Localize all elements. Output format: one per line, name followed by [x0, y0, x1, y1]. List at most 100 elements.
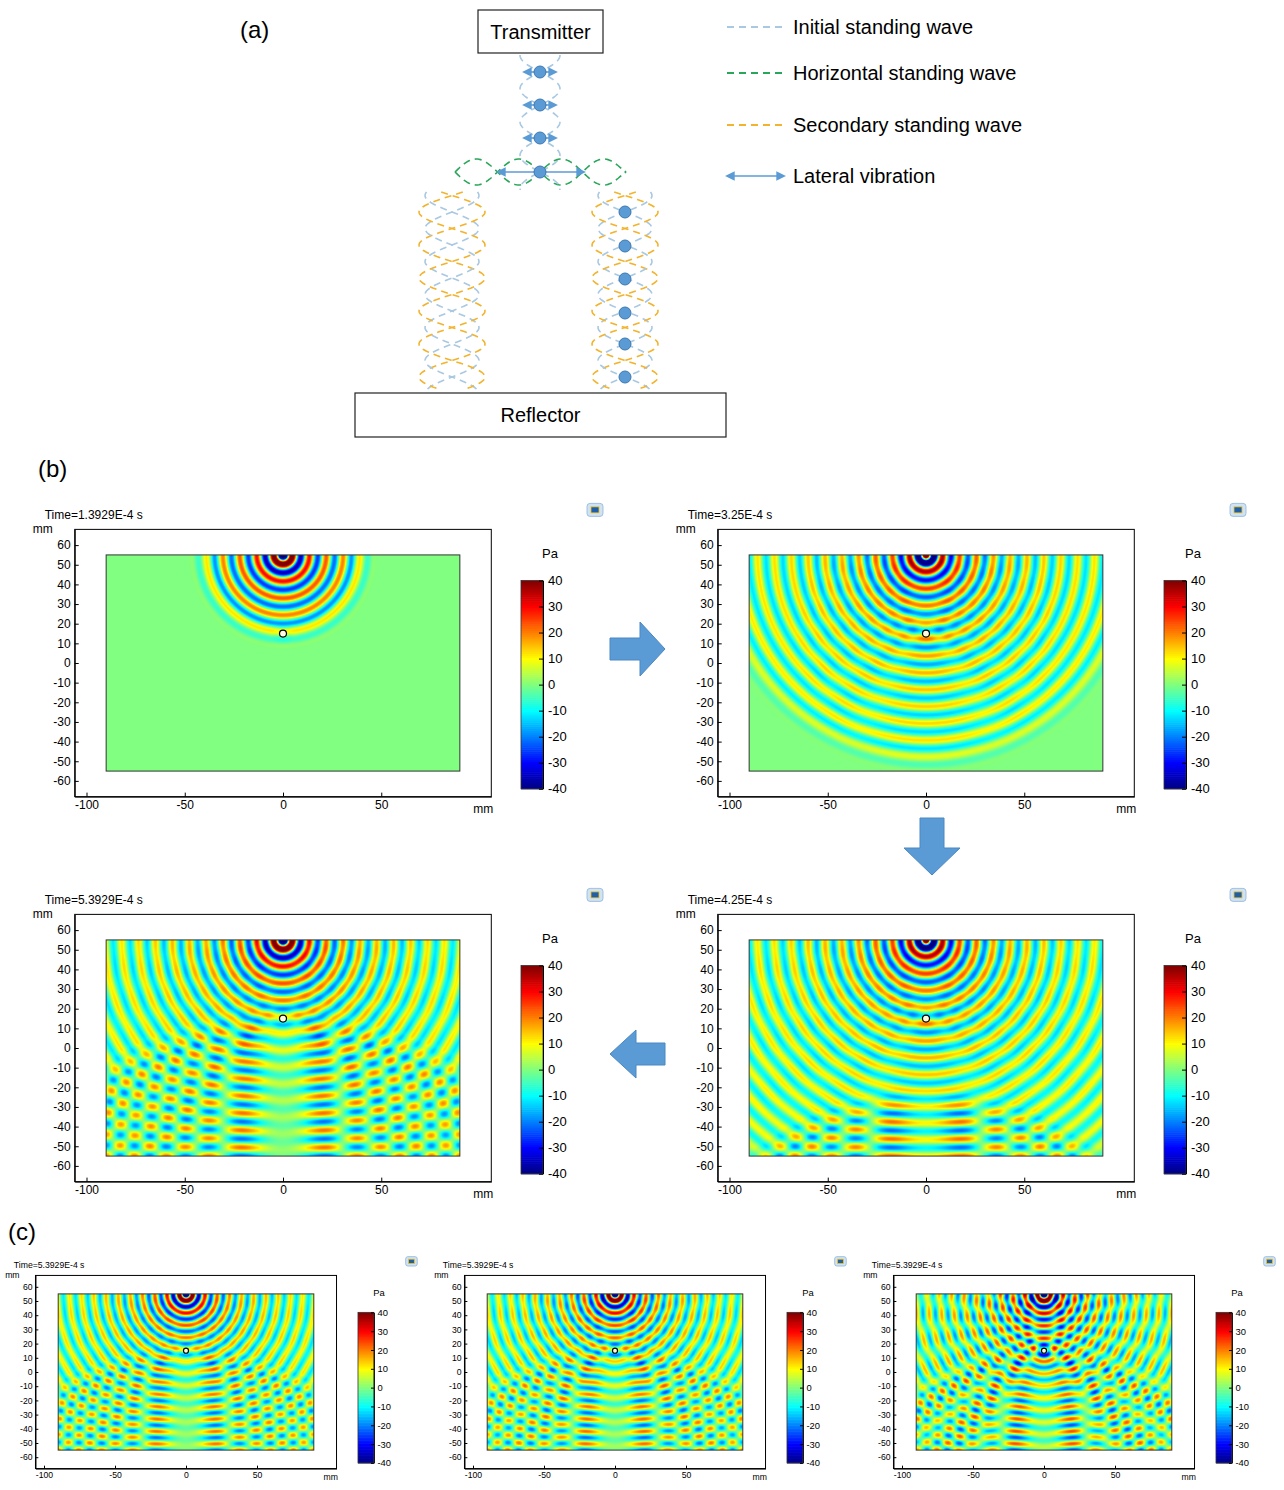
- x-axis-unit: mm: [753, 1472, 767, 1482]
- pressure-field: [106, 555, 460, 771]
- y-axis-tick-mark: [464, 1358, 467, 1359]
- y-axis-tick: 50: [881, 1296, 896, 1306]
- field-domain: [487, 1294, 743, 1450]
- y-axis-tick: -50: [696, 1140, 721, 1154]
- colorbar-axis-tick-label: -10: [548, 703, 567, 718]
- colorbar-axis-tick: -30: [539, 1140, 567, 1155]
- x-axis-tick: 0: [613, 1466, 618, 1480]
- y-axis-tick: 60: [700, 538, 721, 552]
- colorbar: -40-30-20-10010203040Pa: [1164, 546, 1210, 796]
- colorbar-axis-tick: 10: [1229, 1363, 1246, 1374]
- y-axis-tick-mark: [893, 1443, 896, 1444]
- y-axis-tick-label: -30: [53, 715, 71, 729]
- y-axis-tick: 10: [57, 1022, 78, 1036]
- x-axis-tick-mark: [686, 1466, 687, 1469]
- colorbar-axis-tick-label: -30: [807, 1439, 821, 1450]
- y-axis-tick-mark: [718, 643, 722, 644]
- y-axis-tick-label: 60: [57, 538, 71, 552]
- y-axis-tick-mark: [75, 1127, 79, 1128]
- colorbar-axis-tick-mark: [1182, 1018, 1186, 1019]
- colorbar-axis-tick-label: 30: [1191, 599, 1205, 614]
- transmitter-box: [478, 10, 603, 53]
- diagram: TransmitterReflectorInitial standing wav…: [355, 10, 1022, 437]
- x-axis: -100-50050: [75, 793, 492, 813]
- y-axis-unit: mm: [676, 522, 696, 536]
- secondary-standing-wave: [419, 192, 485, 390]
- y-axis-tick: 10: [452, 1353, 467, 1363]
- colorbar-axis-tick-label: 10: [1236, 1363, 1246, 1374]
- x-axis-tick-label: 50: [375, 798, 389, 812]
- colorbar-axis-tick-mark: [371, 1350, 374, 1351]
- colorbar-axis-tick-label: 20: [1191, 625, 1205, 640]
- y-axis-tick-label: 60: [23, 1282, 33, 1292]
- y-axis-tick: 60: [57, 538, 78, 552]
- colorbar-axis-tick-label: -10: [1191, 1088, 1210, 1103]
- colorbar-axis-tick: 20: [1229, 1344, 1246, 1355]
- y-axis-unit: mm: [33, 522, 53, 536]
- colorbar-axis-tick: 20: [1182, 625, 1205, 640]
- colorbar-axis-tick: -10: [539, 1088, 567, 1103]
- y-axis-tick: 40: [23, 1310, 38, 1320]
- software-logo: [587, 888, 603, 901]
- colorbar-axis-tick-label: -30: [1191, 755, 1210, 770]
- y-axis-tick-mark: [35, 1301, 38, 1302]
- colorbar-axis-tick-mark: [371, 1312, 374, 1313]
- y-axis-tick: 10: [700, 637, 721, 651]
- colorbar-axis-tick-label: -40: [548, 781, 567, 796]
- colorbar-unit: Pa: [1231, 1287, 1243, 1298]
- colorbar-axis-tick-label: 40: [1191, 573, 1205, 588]
- y-axis: -60-50-40-30-20-100102030405060: [53, 915, 78, 1182]
- colorbar-axis-tick-mark: [800, 1350, 803, 1351]
- x-axis-tick: -50: [820, 793, 838, 813]
- colorbar-axis-tick-label: -40: [548, 1166, 567, 1181]
- colorbar-frame: [1164, 965, 1186, 1173]
- y-axis-tick-mark: [75, 565, 79, 566]
- x-axis-tick-mark: [926, 1178, 927, 1182]
- colorbar: -40-30-20-10010203040Pa: [521, 931, 567, 1181]
- colorbar-axis-tick-label: -40: [1236, 1457, 1250, 1468]
- colorbar-axis-tick-mark: [800, 1425, 803, 1426]
- x-axis-tick-label: 0: [280, 1183, 287, 1197]
- y-axis-tick-mark: [718, 989, 722, 990]
- x-axis-tick: 0: [184, 1466, 189, 1480]
- y-axis-tick-mark: [718, 1146, 722, 1147]
- colorbar-axis-tick-label: 20: [1191, 1010, 1205, 1025]
- colorbar-axis-tick: -10: [1229, 1401, 1249, 1412]
- x-axis-tick-mark: [828, 793, 829, 797]
- colorbar-axis-tick-mark: [539, 659, 543, 660]
- y-axis: -60-50-40-30-20-100102030405060: [696, 915, 721, 1182]
- y-axis-tick-label: 50: [57, 943, 71, 957]
- y-axis-tick-mark: [718, 722, 722, 723]
- y-axis-tick-label: 0: [457, 1367, 462, 1377]
- y-axis-tick-label: 20: [700, 1002, 714, 1016]
- colorbar-unit: Pa: [373, 1287, 385, 1298]
- legend-label: Secondary standing wave: [793, 114, 1022, 136]
- colorbar-axis-tick-mark: [800, 1331, 803, 1332]
- colorbar-axis-tick: 40: [539, 573, 562, 588]
- y-axis-tick-label: -50: [696, 755, 714, 769]
- y-axis-tick-mark: [75, 1028, 79, 1029]
- y-axis-tick-mark: [718, 1009, 722, 1010]
- y-axis-tick-label: 30: [700, 597, 714, 611]
- colorbar-axis-tick-mark: [1229, 1350, 1232, 1351]
- y-axis-tick-label: -50: [878, 1438, 891, 1448]
- software-logo: [587, 503, 603, 516]
- y-axis-tick: -10: [696, 676, 721, 690]
- colorbar-axis-tick-label: -40: [807, 1457, 821, 1468]
- y-axis-tick: 10: [57, 637, 78, 651]
- y-axis-unit: mm: [863, 1270, 877, 1280]
- plot-background: [75, 529, 492, 796]
- y-axis-tick-mark: [893, 1358, 896, 1359]
- legend-arrow: [727, 175, 784, 177]
- y-axis-tick-mark: [893, 1457, 896, 1458]
- y-axis-tick-label: 40: [23, 1310, 33, 1320]
- y-axis-tick-mark: [75, 761, 79, 762]
- y-axis-tick: -60: [878, 1452, 896, 1462]
- colorbar-axis-tick-mark: [539, 633, 543, 634]
- particle-dot: [534, 66, 546, 78]
- colorbar-axis-tick-mark: [539, 1070, 543, 1071]
- colorbar-axis-tick-mark: [1229, 1406, 1232, 1407]
- colorbar-axis-tick-mark: [539, 1148, 543, 1149]
- colorbar-axis-tick: 10: [1182, 1036, 1205, 1051]
- x-axis-tick-label: 50: [682, 1470, 692, 1480]
